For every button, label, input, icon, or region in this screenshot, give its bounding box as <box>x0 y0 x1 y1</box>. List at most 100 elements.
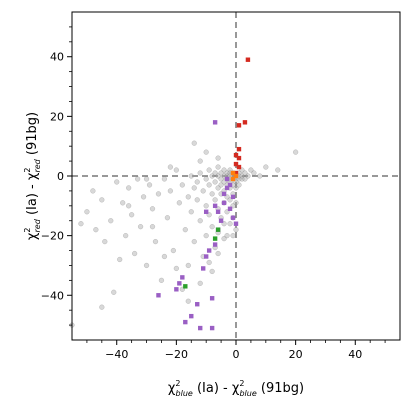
data-point <box>78 221 84 227</box>
data-point-square <box>233 152 239 158</box>
data-point <box>203 203 209 209</box>
data-point-square <box>203 209 209 214</box>
data-point <box>209 191 215 197</box>
data-point <box>143 262 150 269</box>
data-point <box>206 259 212 266</box>
data-point <box>197 218 203 224</box>
data-point <box>212 179 218 185</box>
data-point-square <box>230 170 236 176</box>
data-point <box>197 280 203 286</box>
data-point <box>149 224 156 230</box>
data-point <box>182 227 188 233</box>
data-point <box>203 176 209 182</box>
data-point <box>170 247 177 254</box>
data-point <box>126 185 132 191</box>
data-point-square <box>230 194 236 200</box>
data-point <box>161 253 168 260</box>
x-tick-label: 20 <box>289 348 303 361</box>
data-point <box>137 224 144 230</box>
data-point <box>203 149 209 155</box>
data-point-square <box>183 284 188 289</box>
data-point <box>131 250 138 257</box>
data-point-square <box>203 254 209 259</box>
data-point <box>212 197 218 203</box>
data-point <box>215 164 221 170</box>
data-point <box>158 277 165 284</box>
x-tick-label: −20 <box>165 348 188 361</box>
data-point <box>292 149 299 155</box>
y-axis-ticks: −40 −20 0 20 40 <box>41 26 72 326</box>
data-point <box>215 250 221 257</box>
data-point-square <box>215 227 221 232</box>
y-tick-label: 20 <box>50 110 64 123</box>
data-point <box>155 191 162 197</box>
data-point-square <box>236 155 242 161</box>
data-point <box>275 167 281 173</box>
data-point <box>239 176 245 182</box>
data-point-square <box>212 236 218 241</box>
data-point-square <box>236 164 242 170</box>
data-point-square <box>236 146 242 152</box>
data-point <box>236 182 242 188</box>
data-point <box>206 182 212 188</box>
data-point <box>93 227 99 233</box>
data-point <box>230 232 236 239</box>
data-point <box>120 200 126 206</box>
data-point <box>233 227 239 233</box>
data-point <box>161 176 168 182</box>
data-point-square <box>212 203 218 209</box>
data-point <box>173 167 180 173</box>
data-point <box>99 304 105 310</box>
data-point-square <box>227 182 233 188</box>
x-tick-label: −40 <box>105 348 128 361</box>
y-tick-label: −40 <box>41 289 64 302</box>
data-point-square <box>212 120 218 125</box>
data-point-square <box>230 176 236 182</box>
x-tick-label: 0 <box>233 348 240 361</box>
data-point <box>188 209 194 215</box>
data-point <box>233 200 239 206</box>
data-point-square <box>233 221 239 226</box>
y-tick-label: 40 <box>50 51 64 64</box>
data-point <box>143 176 150 182</box>
data-point <box>185 194 191 200</box>
data-point <box>179 182 185 188</box>
data-point-square <box>201 266 206 271</box>
data-point <box>263 164 269 170</box>
data-point-square <box>230 215 236 220</box>
data-point-square <box>218 218 224 223</box>
data-point-square <box>206 248 212 253</box>
data-point <box>149 206 156 212</box>
data-point <box>173 265 180 272</box>
data-point-square <box>221 200 227 206</box>
data-point-square <box>227 206 233 211</box>
data-point-square <box>174 287 179 292</box>
data-point <box>102 238 108 245</box>
data-point-square <box>224 185 230 191</box>
x-axis-ticks: −40 −20 0 20 40 <box>86 340 386 361</box>
y-axis-label: χ2red (Ia) - χ2red (91bg) <box>23 112 42 240</box>
data-point <box>176 200 182 206</box>
data-point-square <box>189 313 194 319</box>
data-point <box>191 185 197 191</box>
data-point <box>197 158 203 164</box>
data-point <box>224 232 230 239</box>
data-point <box>245 173 251 179</box>
x-axis-label: χ2 blue (Ia) - χ2 blue (91bg) <box>168 379 304 398</box>
data-point <box>200 188 206 194</box>
data-point-square <box>198 325 203 331</box>
data-point <box>215 155 221 161</box>
data-point <box>227 221 233 227</box>
data-point-square <box>195 302 200 307</box>
data-point <box>206 167 212 173</box>
data-point-square <box>177 281 182 286</box>
data-point-square <box>221 191 227 197</box>
y-tick-label: 0 <box>57 170 64 183</box>
data-point <box>194 179 200 185</box>
data-point <box>185 262 191 269</box>
data-point <box>191 140 197 146</box>
data-point-square <box>156 293 161 298</box>
data-point <box>146 182 153 188</box>
data-point-square <box>233 170 239 176</box>
data-point-square <box>233 161 239 167</box>
